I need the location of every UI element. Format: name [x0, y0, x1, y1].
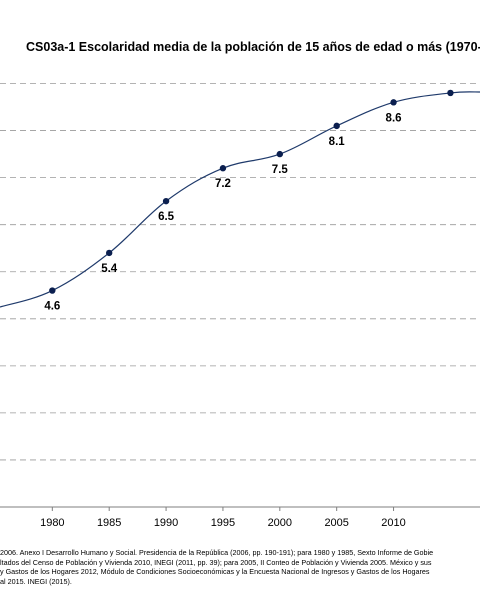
source-line: 2006. Anexo I Desarrollo Humano y Social… [0, 548, 434, 557]
data-point [162, 197, 170, 205]
data-point [105, 249, 113, 257]
series-line [0, 91, 480, 308]
x-tick-label: 1995 [211, 517, 235, 529]
data-label: 8.1 [329, 136, 346, 148]
source-line: ltados del Censo de Población y Vivienda… [0, 557, 432, 567]
chart-title: CS03a-1 Escolaridad media de la població… [26, 40, 480, 54]
x-tick-label: 1980 [40, 517, 64, 529]
data-label: 4.6 [44, 301, 60, 313]
source-line: al 2015. INEGI (2015). [0, 576, 72, 586]
data-point [390, 99, 397, 106]
data-label: 8.6 [386, 112, 402, 124]
source-note: 2006. Anexo I Desarrollo Humano y Social… [0, 548, 480, 586]
x-tick-label: 2005 [324, 517, 348, 529]
data-points [49, 89, 454, 294]
x-axis-ticks: 1980 1985 1990 1995 2000 2005 2010 [40, 507, 406, 529]
data-point [333, 122, 340, 130]
data-label: 7.5 [272, 164, 289, 176]
data-point [219, 165, 227, 172]
source-line: y Gastos de los Hogares 2012, Módulo de … [0, 567, 430, 577]
x-tick-label: 1985 [97, 517, 121, 529]
data-label: 6.5 [158, 211, 175, 223]
x-tick-label: 1990 [154, 517, 178, 529]
data-point [276, 150, 284, 158]
data-labels: 4.6 5.4 6.5 7.2 7.5 8.1 8.6 [44, 112, 401, 312]
x-tick-label: 2010 [381, 517, 405, 529]
x-tick-label: 2000 [268, 517, 292, 529]
data-point [447, 89, 454, 97]
data-label: 5.4 [101, 263, 118, 275]
data-label: 7.2 [215, 178, 231, 190]
gridlines [0, 83, 480, 461]
data-point [49, 287, 56, 294]
